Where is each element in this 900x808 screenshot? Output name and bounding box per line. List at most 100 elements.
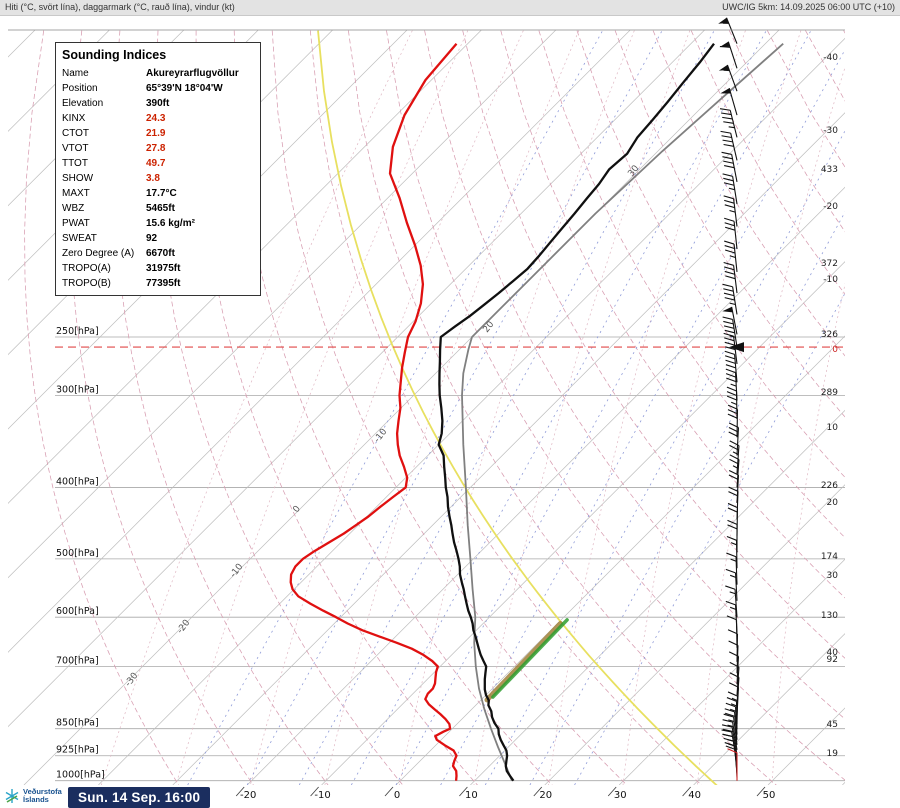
barb-staff [733,198,738,227]
index-label: Elevation [62,98,104,109]
freezing-layer-segment [491,618,569,699]
barb-feather [723,160,734,164]
wind-barb [728,640,739,674]
barb-feather [723,292,735,297]
index-row: Name Akureyrarflugvöllur [62,66,254,81]
dry-adiabat-line [614,30,845,418]
top-bar: Hiti (°C, svört lína), daggarmark (°C, r… [0,0,900,16]
index-row: KINX 24.3 [62,111,254,126]
barb-feather [726,377,737,383]
mixing-ratio-line [529,211,845,785]
barb-feather [722,719,733,723]
moist-adiabat-line [399,30,635,785]
barb-feather [729,444,739,451]
wind-barb [729,454,740,488]
index-row: WBZ 5465ft [62,201,254,216]
barb-feather [723,288,734,292]
index-row: Position 65°39'N 18°04'W [62,81,254,96]
moist-adiabat-line [771,282,845,785]
barb-feather [727,404,738,410]
wind-barb [721,151,738,183]
barb-feather [724,708,735,713]
met-office-logo[interactable]: Veðurstofa Íslands [4,786,62,806]
barb-feather [726,615,737,621]
wind-barb [726,535,738,569]
index-label: TTOT [62,158,88,169]
barb-feather [724,240,735,245]
wind-barb [729,661,740,696]
wind-barb [728,651,740,685]
barb-half-feather [729,708,736,712]
barb-feather [725,368,736,374]
height-label: 326 [821,330,838,340]
barb-half-feather [729,209,736,213]
dry-adiabat-line [500,30,845,599]
datetime-badge[interactable]: Sun. 14 Sep. 16:00 [68,787,211,808]
isotherm-line [172,112,845,785]
index-row: TROPO(B) 77395ft [62,276,254,291]
barb-feather [726,386,737,392]
height-label: 433 [821,165,838,175]
index-label: VTOT [62,143,89,154]
barb-feather [723,261,734,266]
barb-feather [722,173,733,177]
barb-staff [735,556,738,585]
indices-rows: Name Akureyrarflugvöllur Position 65°39'N 1… [62,66,254,291]
index-row: TTOT 49.7 [62,156,254,171]
barb-feather [721,151,732,155]
wind-barb [721,724,738,755]
barb-feather [725,745,736,751]
wind-barb [727,404,739,438]
barb-feather [722,733,733,738]
height-label: 92 [827,655,838,665]
isotherm-line [618,558,845,785]
index-label: Zero Degree (A) [62,248,135,259]
barb-feather [724,204,735,209]
indices-title: Sounding Indices [62,48,167,62]
wind-barb [728,422,740,456]
index-label: PWAT [62,218,90,229]
index-label: SWEAT [62,233,97,244]
temp-axis-label: 20 [539,790,552,801]
temp-tick [533,786,543,797]
barb-feather [724,266,735,271]
isotherm-line [470,409,845,785]
barb-feather [727,519,738,525]
index-value: 3.8 [146,173,160,184]
barb-feather [722,139,733,143]
index-value: 77395ft [146,278,181,289]
dry-adiabat-line [24,30,180,785]
index-label: TROPO(B) [62,278,111,289]
wind-barb [725,702,738,735]
barb-half-feather [723,69,730,72]
index-value: Akureyrarflugvöllur [146,68,239,79]
barb-feather [725,359,736,364]
index-row: VTOT 27.8 [62,141,254,156]
barb-feather [724,245,735,250]
wind-barb [726,552,738,585]
pressure-label: 500[hPa] [56,548,99,559]
height-label: 372 [821,259,838,269]
barb-feather [721,135,732,139]
barb-feather [723,332,734,337]
barb-feather [722,116,733,120]
barb-feather [719,45,731,48]
barb-feather [724,350,735,355]
barb-feather [725,585,736,590]
barb-feather [724,217,735,222]
wind-barb [724,708,738,740]
barb-feather [729,661,740,668]
barb-half-feather [727,724,734,728]
snowflake-icon [5,789,19,803]
barb-feather [725,568,736,574]
grid-line-label: -10 [372,427,389,445]
dry-adiabat-line [348,30,777,785]
right-temp-label: -10 [823,275,838,285]
index-label: Position [62,83,98,94]
temp-tick [310,786,319,797]
grid-line-label: -30 [123,671,140,689]
dry-adiabat-line [112,30,329,785]
isotherm-line [8,30,631,653]
grid-layer [8,30,845,785]
